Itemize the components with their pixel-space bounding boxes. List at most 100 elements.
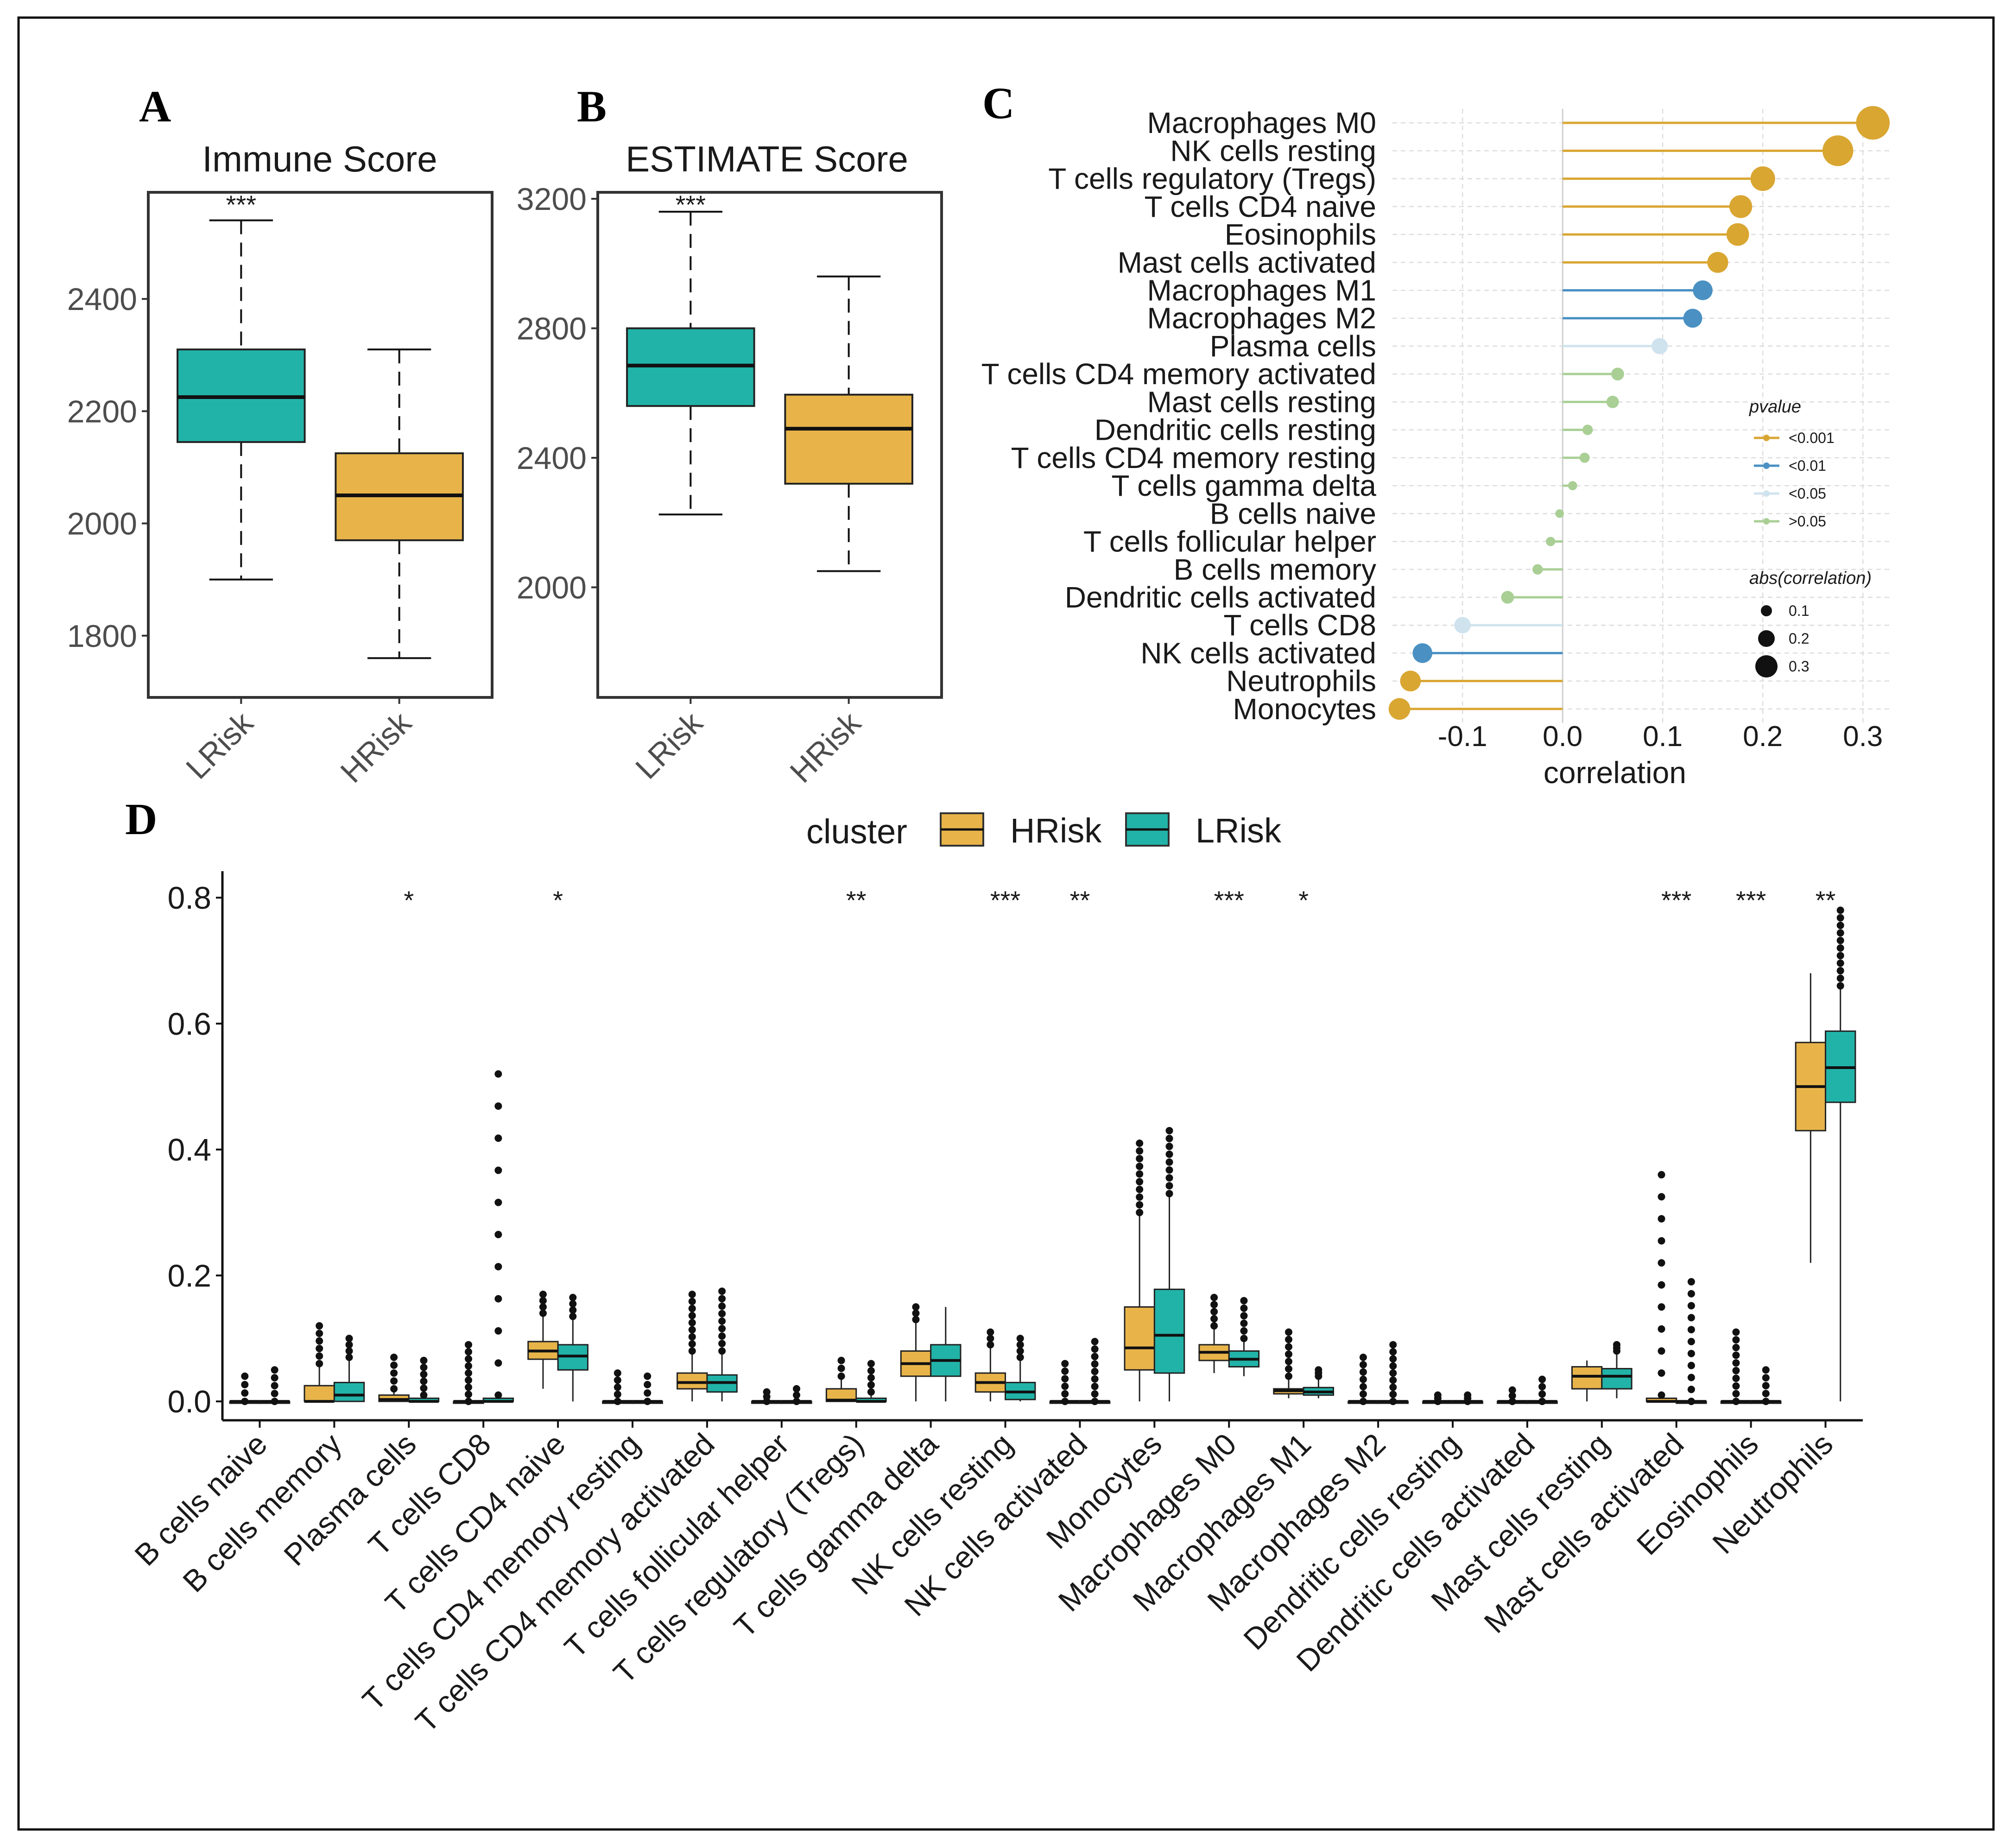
outlier-point [1240,1335,1248,1342]
row-label: Macrophages M1 [1147,273,1376,307]
y-tick-label: 2400 [67,282,137,317]
outlier-point [644,1398,652,1405]
outlier-point [1091,1382,1099,1390]
outlier-point [1136,1162,1144,1170]
outlier-point [1285,1350,1292,1358]
outlier-point [1285,1358,1292,1366]
legend-size-dot [1761,605,1772,616]
row-label: Neutrophils [1226,665,1376,698]
outlier-point [494,1134,502,1142]
outlier-point [1136,1185,1144,1193]
outlier-point [390,1377,398,1385]
x-axis-title: correlation [1544,755,1686,790]
outlier-point [241,1381,249,1388]
outlier-point [688,1319,696,1327]
outlier-point [390,1361,398,1369]
outlier-point [494,1070,502,1078]
outlier-point [614,1383,621,1391]
significance-label: ** [846,886,867,915]
outlier-point [1658,1391,1665,1399]
row-label: T cells gamma delta [1112,469,1377,502]
outlier-point [1687,1278,1695,1286]
outlier-point [1240,1327,1248,1335]
outlier-point [1687,1373,1695,1381]
lollipop-dot-plasma-cells [1651,338,1668,354]
outlier-point [912,1316,920,1323]
outlier-point [1762,1382,1770,1390]
outlier-point [465,1348,472,1356]
y-tick-label: 2800 [517,311,587,346]
outlier-point [1658,1171,1665,1179]
outlier-point [1464,1391,1472,1399]
significance-label: *** [990,886,1020,915]
outlier-point [718,1287,726,1295]
outlier-point [494,1102,502,1110]
row-label: NK cells activated [1140,636,1376,670]
outlier-point [1359,1398,1367,1405]
outlier-point [1165,1158,1173,1166]
outlier-point [1136,1147,1144,1155]
significance-label: *** [1661,886,1691,915]
outlier-point [1762,1374,1770,1382]
outlier-point [1136,1139,1144,1147]
outlier-point [1658,1347,1665,1355]
outlier-point [1508,1392,1516,1400]
outlier-point [465,1355,472,1363]
legend-label-size: 0.2 [1789,630,1809,647]
legend-size-dot [1758,630,1775,647]
outlier-point [867,1360,875,1367]
legend-title-size: abs(correlation) [1749,569,1872,588]
lollipop-dot-eosinophils [1726,223,1749,246]
outlier-point [1538,1383,1546,1391]
outlier-point [465,1376,472,1384]
significance-label: *** [676,190,706,219]
outlier-point [390,1385,398,1393]
outlier-point [271,1366,278,1374]
outlier-point [465,1341,472,1348]
outlier-point [1165,1182,1173,1190]
outlier-point [1389,1362,1397,1370]
outlier-point [1210,1308,1218,1316]
outlier-point [316,1322,323,1330]
x-tick-label: -0.1 [1438,721,1487,753]
outlier-point [1091,1345,1099,1353]
outlier-point [1836,944,1844,952]
outlier-point [1732,1328,1740,1336]
outlier-point [1836,952,1844,960]
outlier-point [718,1295,726,1303]
outlier-point [271,1382,278,1390]
legend-size-dot [1755,655,1778,677]
box-lrisk-b-cells-memory [333,1381,365,1402]
outlier-point [987,1341,994,1348]
outlier-point [494,1231,502,1239]
outlier-point [316,1360,323,1367]
outlier-point [390,1354,398,1361]
y-tick-label: 3200 [517,182,587,217]
lollipop-dot-t-cells-gamma-delta [1568,481,1577,490]
legend-title-cluster: cluster [806,812,907,851]
outlier-point [1687,1398,1695,1405]
box-hrisk-mast-cells-resting [1571,1366,1603,1390]
outlier-point [793,1391,800,1399]
outlier-point [837,1372,845,1380]
outlier-point [345,1354,353,1361]
outlier-point [569,1294,577,1302]
outlier-point [1389,1341,1397,1348]
outlier-point [420,1370,428,1378]
outlier-point [1434,1391,1442,1399]
outlier-point [1687,1326,1695,1334]
outlier-point [1091,1360,1099,1368]
outlier-point [1658,1193,1665,1201]
panel-letter-d: D [125,794,157,844]
lollipop-dot-nk-cells-activated [1412,643,1433,663]
legend-label-size: 0.3 [1789,658,1809,675]
outlier-point [1732,1382,1740,1390]
outlier-point [1210,1301,1218,1309]
outlier-point [390,1369,398,1377]
significance-label: *** [1736,886,1766,915]
outlier-point [1061,1398,1069,1405]
lollipop-dot-t-cells-cd4-naive [1729,195,1753,218]
lollipop-dot-dendritic-cells-resting [1582,424,1593,435]
outlier-point [1210,1315,1218,1323]
outlier-point [316,1345,323,1353]
